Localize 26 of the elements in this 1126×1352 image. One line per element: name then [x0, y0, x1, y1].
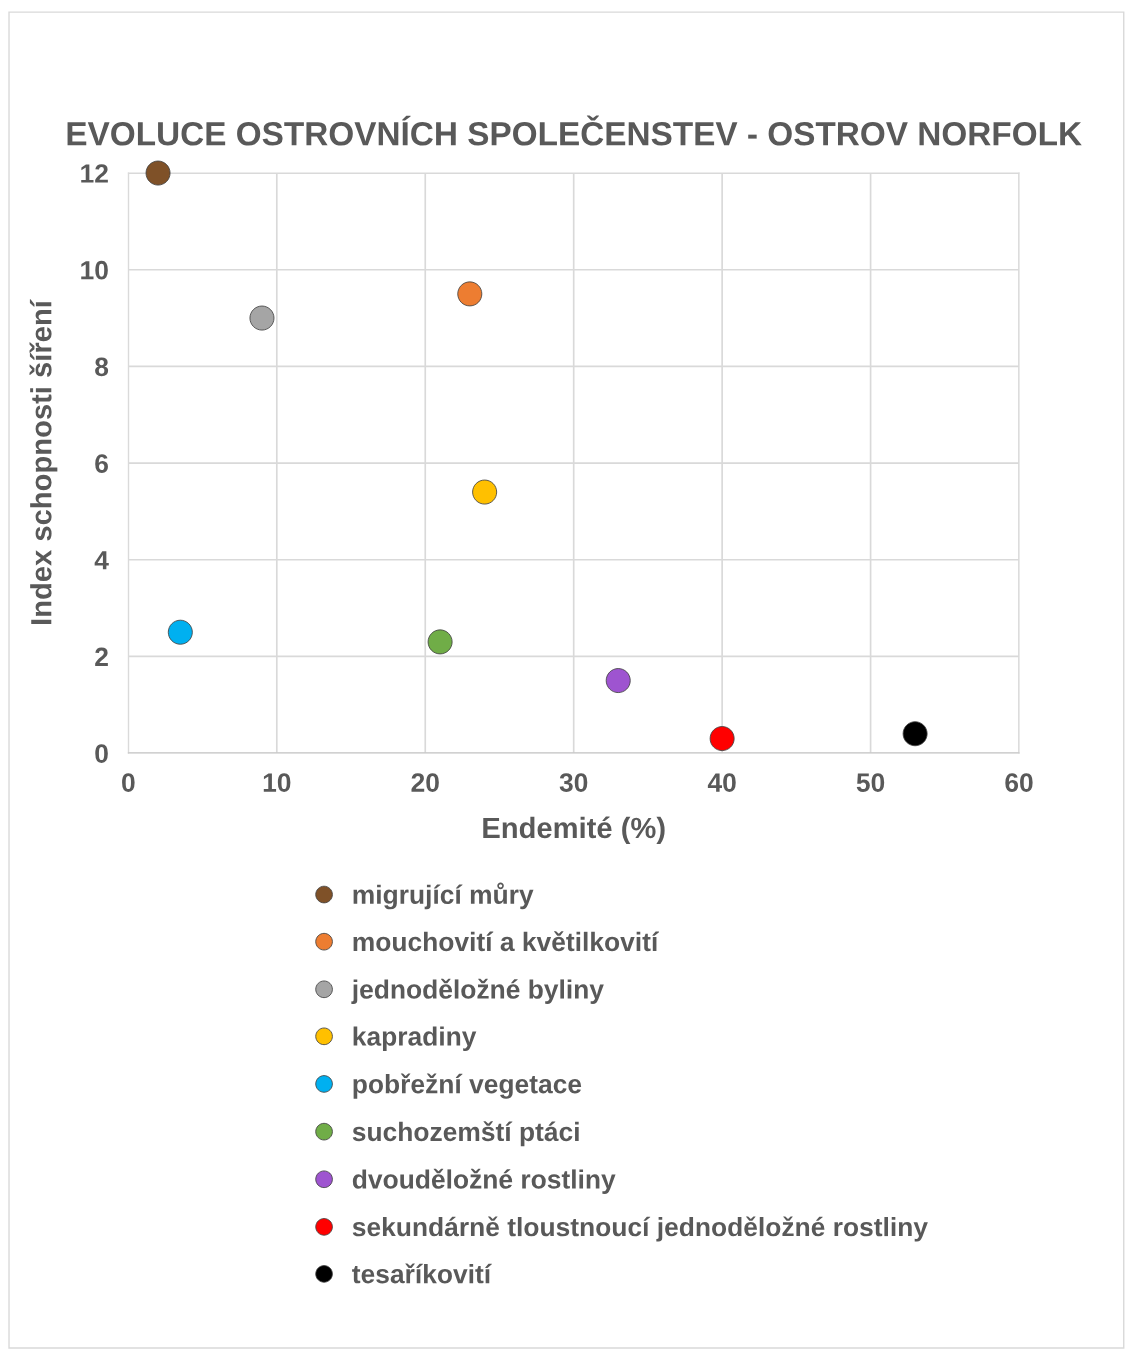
legend-label: mouchovití a květilkovití [353, 931, 659, 952]
y-tick-label: 10 [81, 260, 108, 280]
y-tick-label: 4 [94, 551, 109, 570]
x-tick-label: 30 [559, 773, 588, 792]
y-tick-label: 8 [95, 357, 109, 377]
legend-label: pobřežní vegetace [353, 1073, 582, 1099]
x-tick-label: 50 [856, 773, 885, 792]
legend-label: suchozemští ptáci [352, 1121, 579, 1147]
x-tick-label: 60 [1005, 773, 1033, 792]
chart-title: EVOLUCE OSTROVNÍCH SPOLEČENSTEV - OSTROV NORFOLK [67, 115, 1082, 146]
x-tick-label: 40 [707, 773, 736, 792]
legend-label: sekundárně tloustnoucí jednoděložné rostliny [352, 1216, 928, 1242]
y-tick-label: 6 [95, 454, 108, 473]
legend-label: kapradiny [353, 1026, 477, 1052]
x-tick-label: 0 [122, 773, 135, 792]
y-tick-label: 0 [95, 744, 108, 763]
x-tick-label: 20 [411, 773, 439, 792]
x-axis-title: Endemité (%) [483, 816, 665, 844]
legend-label: tesaříkovití [352, 1263, 492, 1284]
x-tick-label: 10 [263, 773, 291, 792]
y-tick-label: 2 [95, 647, 108, 666]
y-tick-label: 12 [81, 164, 108, 183]
y-axis-title: Index schopnosti šíření [29, 299, 58, 624]
legend-label: migrující můry [353, 882, 534, 910]
legend-label: dvouděložné rostliny [352, 1168, 616, 1194]
legend-label: jednoděložné byliny [351, 978, 604, 1005]
